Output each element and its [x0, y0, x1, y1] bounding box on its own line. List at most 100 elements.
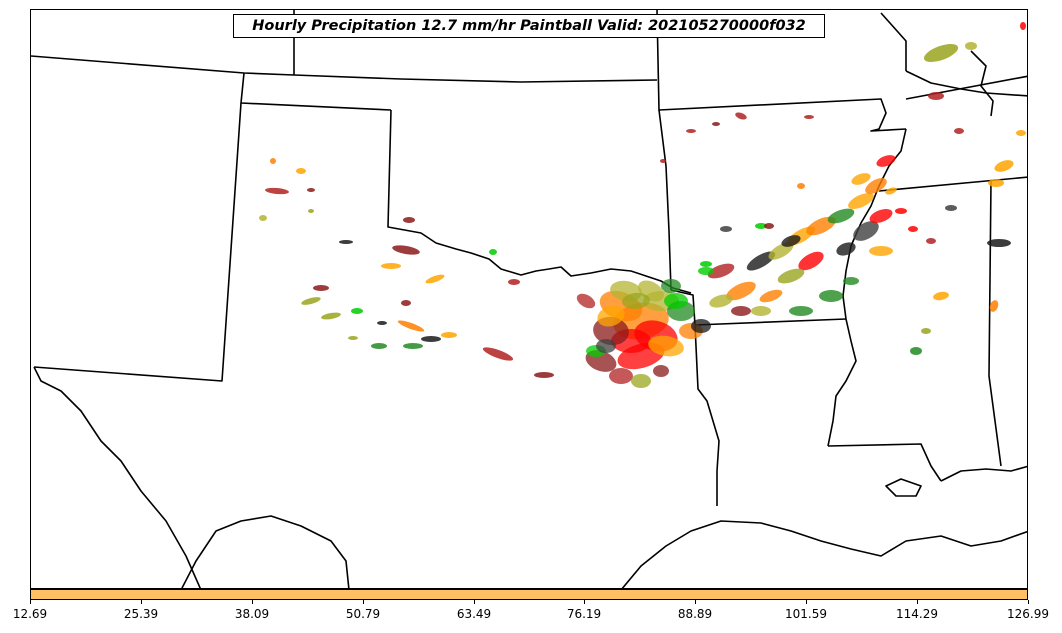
precip-blob — [954, 128, 964, 134]
precip-blob — [270, 158, 276, 164]
colorbar-tick-mark — [363, 600, 364, 604]
la-coast-islands — [885, 478, 922, 497]
precip-blob — [265, 187, 289, 195]
precip-blob — [308, 209, 314, 213]
precip-blob — [397, 320, 425, 332]
colorbar-tick-label: 76.19 — [566, 607, 602, 621]
precip-blob — [377, 321, 387, 325]
precip-blob — [351, 308, 363, 314]
map-canvas — [31, 10, 1027, 588]
precip-blob — [597, 305, 625, 327]
precip-blob — [489, 249, 497, 255]
precip-blob — [853, 221, 879, 241]
precip-blob — [296, 168, 306, 174]
precip-blob — [836, 242, 856, 256]
precip-blob — [869, 246, 893, 256]
precip-blob — [789, 306, 813, 316]
precip-blob — [686, 129, 696, 133]
precip-blob — [751, 306, 771, 316]
precip-blob — [712, 122, 720, 126]
precip-blob — [720, 226, 732, 232]
precip-blob — [371, 343, 387, 349]
michigan-shore — [970, 50, 994, 117]
precip-blob — [348, 336, 358, 340]
map-panel — [30, 9, 1028, 589]
precip-blob — [576, 293, 596, 309]
colorbar-tick-label: 25.39 — [123, 607, 159, 621]
precip-blob — [313, 285, 329, 291]
precip-blob — [700, 261, 712, 267]
precip-blob — [921, 328, 931, 334]
colorbar-tick-mark — [917, 600, 918, 604]
rio-grande — [181, 515, 350, 588]
precip-blob — [945, 205, 957, 211]
precip-blob — [421, 336, 441, 342]
colorbar-tick-label: 88.89 — [677, 607, 713, 621]
precip-blob — [804, 115, 814, 119]
precip-blob — [764, 223, 774, 229]
precip-blob — [381, 263, 401, 269]
precip-blob — [403, 343, 423, 349]
precip-blob — [425, 274, 445, 284]
boundary-tn — [878, 176, 1027, 192]
texas-coast — [33, 366, 201, 588]
precip-blob — [848, 192, 874, 210]
precip-blob — [759, 289, 783, 303]
precip-blob — [660, 159, 666, 163]
precip-blob — [965, 42, 977, 50]
precip-blob — [631, 374, 651, 388]
precip-blob — [403, 217, 415, 223]
precip-blob — [755, 223, 767, 229]
precip-blob — [482, 347, 514, 361]
precip-blob — [798, 251, 824, 271]
precip-blob — [441, 332, 457, 338]
colorbar-tick-mark — [474, 600, 475, 604]
precip-blob — [648, 335, 684, 357]
precip-blob — [1020, 22, 1026, 30]
colorbar — [30, 589, 1028, 600]
precipitation-blobs — [259, 22, 1026, 388]
precip-blob — [908, 226, 918, 232]
precip-blob — [885, 187, 897, 195]
precip-blob — [622, 292, 650, 310]
precip-blob — [691, 319, 711, 333]
precip-blob — [926, 238, 936, 244]
precip-blob — [781, 235, 801, 247]
precip-blob — [664, 293, 688, 309]
gulf-coast — [621, 520, 1027, 588]
precip-blob — [339, 240, 353, 244]
mississippi-river — [827, 128, 907, 447]
boundary-ok-ks — [658, 109, 672, 291]
boundary-ky-north — [880, 12, 907, 71]
colorbar-tick-label: 126.99 — [1007, 607, 1049, 621]
boundary-ms-al — [988, 180, 1002, 467]
boundary-ky — [905, 75, 1027, 100]
colorbar-tick-mark — [141, 600, 142, 604]
map-title: Hourly Precipitation 12.7 mm/hr Paintbal… — [233, 14, 825, 38]
precip-blob — [609, 368, 633, 384]
colorbar-tick-label: 101.59 — [785, 607, 827, 621]
precip-blob — [596, 339, 616, 353]
precip-blob — [989, 300, 999, 312]
precip-blob — [869, 209, 893, 223]
precip-blob — [661, 279, 681, 293]
colorbar-tick-mark — [1028, 600, 1029, 604]
precip-blob — [726, 281, 756, 301]
colorbar-tick-label: 38.09 — [234, 607, 270, 621]
precip-blob — [988, 179, 1004, 187]
precip-blob — [827, 208, 855, 224]
precip-blob — [797, 183, 805, 189]
colorbar-tick-label: 63.49 — [456, 607, 492, 621]
precip-blob — [910, 347, 922, 355]
precip-blob — [923, 43, 959, 63]
precip-blob — [731, 306, 751, 316]
precip-blob — [876, 155, 896, 167]
colorbar-tick-label: 114.29 — [896, 607, 938, 621]
river-ohio — [905, 70, 1027, 97]
precip-blob — [508, 279, 520, 285]
colorbar-tick-mark — [30, 600, 31, 604]
precip-blob — [777, 268, 805, 284]
precip-blob — [735, 112, 747, 120]
precip-blob — [851, 173, 871, 185]
precip-blob — [301, 297, 321, 305]
